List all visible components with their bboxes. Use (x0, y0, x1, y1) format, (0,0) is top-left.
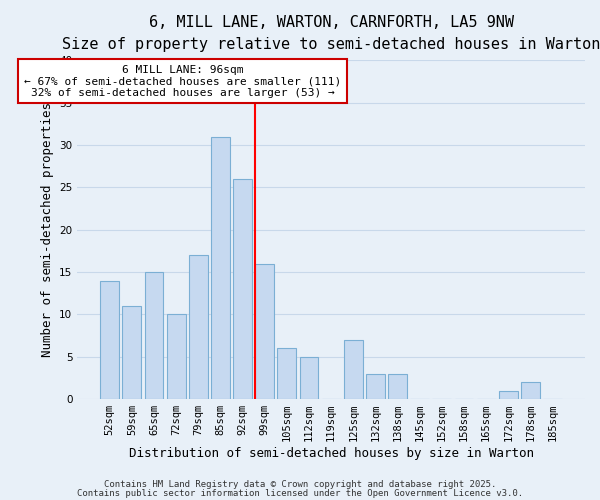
Bar (100, 280, 119, 399)
Bar (366, 374, 385, 399)
Bar (233, 179, 252, 399)
Bar (189, 255, 208, 399)
Text: 6 MILL LANE: 96sqm
← 67% of semi-detached houses are smaller (111)
32% of semi-d: 6 MILL LANE: 96sqm ← 67% of semi-detache… (24, 64, 341, 98)
Bar (145, 272, 163, 399)
Bar (299, 356, 319, 399)
Bar (344, 340, 362, 399)
Bar (388, 374, 407, 399)
Bar (211, 136, 230, 399)
Bar (277, 348, 296, 399)
Bar (122, 306, 141, 399)
Bar (167, 314, 185, 399)
Y-axis label: Number of semi-detached properties: Number of semi-detached properties (41, 102, 53, 357)
Title: 6, MILL LANE, WARTON, CARNFORTH, LA5 9NW
Size of property relative to semi-detac: 6, MILL LANE, WARTON, CARNFORTH, LA5 9NW… (62, 15, 600, 52)
Text: Contains public sector information licensed under the Open Government Licence v3: Contains public sector information licen… (77, 488, 523, 498)
Bar (499, 390, 518, 399)
X-axis label: Distribution of semi-detached houses by size in Warton: Distribution of semi-detached houses by … (128, 447, 533, 460)
Text: Contains HM Land Registry data © Crown copyright and database right 2025.: Contains HM Land Registry data © Crown c… (104, 480, 496, 489)
Bar (256, 264, 274, 399)
Bar (521, 382, 540, 399)
